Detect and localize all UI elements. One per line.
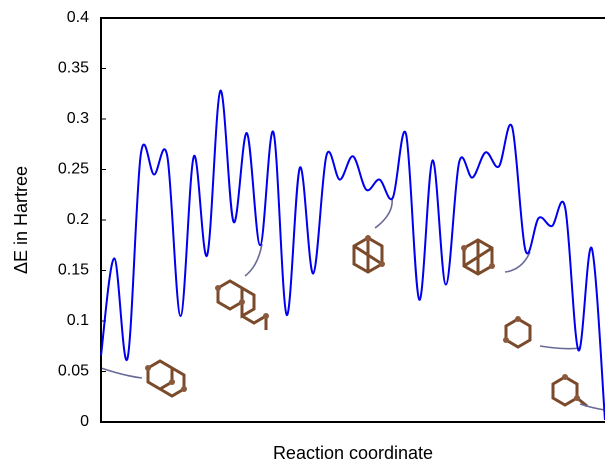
x-axis-label: Reaction coordinate (273, 443, 433, 463)
molecule (215, 279, 269, 330)
y-tick-label: 0.1 (67, 312, 89, 329)
plot-frame (100, 17, 605, 423)
y-tick-label: 0.2 (67, 211, 89, 228)
arrow (504, 251, 531, 273)
molecule (461, 238, 495, 276)
y-tick-label: 0.15 (58, 262, 89, 279)
arrow (244, 243, 263, 277)
molecule (145, 359, 187, 398)
energy-line (100, 89, 605, 421)
y-tick-label: 0.25 (58, 161, 89, 178)
y-tick-label: 0.3 (67, 110, 89, 127)
molecule (352, 235, 385, 274)
molecule (551, 374, 588, 408)
molecule (503, 316, 532, 349)
y-tick-label: 0 (80, 413, 89, 430)
arrow (374, 197, 393, 229)
y-tick-label: 0.35 (58, 60, 89, 77)
molecule-illustrations (100, 197, 605, 411)
arrow (100, 367, 143, 379)
y-tick-label: 0.05 (58, 363, 89, 380)
y-axis-label: ΔE in Hartree (11, 166, 31, 274)
arrow (539, 345, 581, 350)
arrow (579, 403, 605, 411)
y-tick-label: 0.4 (67, 9, 89, 26)
